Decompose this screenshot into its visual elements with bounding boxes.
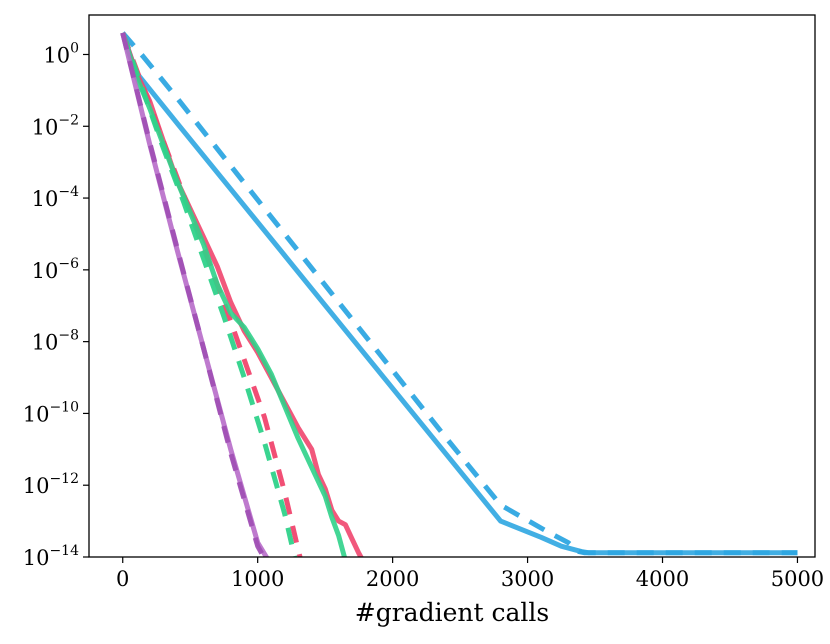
y-tick-label: 10−2 — [32, 112, 79, 139]
series-line-2-dashed — [120, 31, 798, 556]
plot-frame — [88, 14, 816, 558]
x-tick-label: 3000 — [501, 567, 554, 591]
x-axis: 0 1000 2000 3000 4000 5000 — [116, 557, 824, 591]
x-tick-label: 4000 — [636, 567, 689, 591]
y-axis: 100 10−2 10−4 10−6 10−8 10−10 10−12 10−14 — [23, 40, 89, 570]
series-line-6-dashed — [120, 32, 298, 557]
y-tick-label: 10−4 — [32, 184, 79, 211]
x-tick-label: 5000 — [771, 567, 824, 591]
y-tick-label: 10−10 — [23, 399, 79, 426]
y-tick-label: 100 — [43, 40, 79, 67]
y-tick-label: 10−8 — [32, 328, 79, 355]
x-tick-label: 2000 — [366, 567, 419, 591]
series-line-1-solid — [120, 32, 798, 556]
x-axis-label: #gradient calls — [355, 598, 549, 627]
y-tick-label: 10−6 — [32, 256, 79, 283]
series-line-7-solid — [120, 32, 270, 557]
y-tick-label: 10−12 — [23, 471, 79, 498]
x-tick-label: 1000 — [231, 567, 284, 591]
x-tick-label: 0 — [116, 567, 129, 591]
series-layer — [120, 31, 798, 557]
series-line-5-solid — [120, 32, 348, 557]
series-line-8-dashed — [120, 32, 267, 557]
series-line-3-solid — [120, 32, 364, 557]
y-tick-label: 10−14 — [23, 543, 79, 570]
